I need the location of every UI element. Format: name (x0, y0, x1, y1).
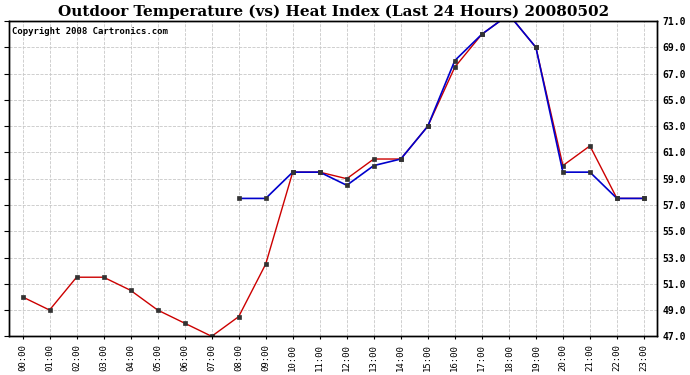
Text: Copyright 2008 Cartronics.com: Copyright 2008 Cartronics.com (12, 27, 168, 36)
Title: Outdoor Temperature (vs) Heat Index (Last 24 Hours) 20080502: Outdoor Temperature (vs) Heat Index (Las… (58, 4, 609, 18)
